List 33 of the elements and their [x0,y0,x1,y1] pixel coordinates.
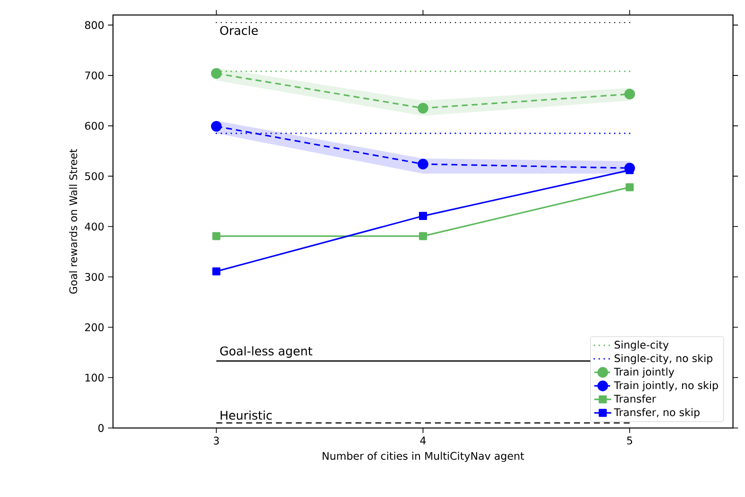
y-tick-label: 0 [98,424,104,432]
point [418,158,428,170]
point [418,102,428,114]
point [418,232,428,240]
point [212,232,220,240]
point [212,267,220,276]
y-tick-label: 300 [85,272,104,281]
y-tick-label: 600 [85,122,104,130]
x-axis-title: Number of cities in MultiCityNav agent [322,452,524,462]
legend-label: Train jointly, no skip [614,381,718,392]
y-tick-label: 500 [85,172,104,180]
point [418,212,428,220]
y-tick-label: 100 [86,374,104,382]
legend-label: Train jointly [614,368,674,378]
x-tick-label: 4 [420,436,426,444]
legend-label: Single-city [614,340,669,351]
legend-label: Single-city, no skip [614,354,712,364]
y-axis-title: Goal rewards on Wall Street [69,148,78,294]
x-tick-label: 5 [627,436,632,444]
ref-line-label: Oracle [220,26,258,35]
legend-label: Transfer [614,394,656,403]
y-tick-label: 700 [85,71,104,80]
point [211,68,222,79]
point [624,88,636,100]
point [211,120,222,132]
ref-line-label: Heuristic [220,410,272,420]
y-tick-label: 800 [85,21,104,30]
point [626,183,634,192]
x-tick-label: 3 [214,436,219,445]
y-tick-label: 200 [85,323,104,332]
ref-line-label: Goal-less agent [220,346,312,358]
y-tick-label: 400 [84,222,104,230]
legend-label: Transfer, no skip [614,408,700,418]
